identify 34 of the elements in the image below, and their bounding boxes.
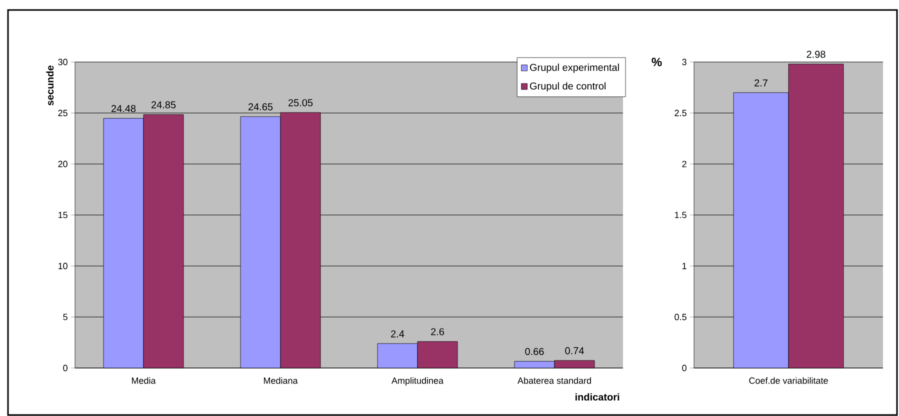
legend-label: Grupul experimental <box>530 64 619 73</box>
data-label: 2.4 <box>391 330 404 338</box>
y-tick-label: 1 <box>682 262 686 270</box>
x-tick-label: Mediana <box>264 377 298 384</box>
data-label: 25.05 <box>288 99 313 106</box>
y-axis-title: % <box>652 58 662 66</box>
y-tick-label: 10 <box>58 262 68 270</box>
data-label: 0.74 <box>565 347 584 354</box>
y-tick-label: 30 <box>58 58 68 66</box>
y-tick-label: 0 <box>63 364 68 372</box>
y-tick-label: 3 <box>682 58 686 66</box>
data-label: 2.6 <box>431 328 444 336</box>
x-tick-label: Abaterea standard <box>517 377 591 384</box>
data-label: 24.65 <box>248 103 273 110</box>
y-tick-label: 5 <box>63 314 68 320</box>
legend-label: Grupul de control <box>530 82 606 92</box>
x-axis-title: indicatori <box>576 393 620 401</box>
y-tick-label: 2.5 <box>674 110 686 116</box>
y-tick-label: 1.5 <box>674 212 686 218</box>
y-tick-label: 25 <box>58 110 68 116</box>
y-tick-label: 0 <box>682 364 686 372</box>
x-tick-label: Coef.de variabilitate <box>749 377 828 384</box>
data-label: 2.98 <box>806 50 826 58</box>
y-axis-title: secunde <box>46 66 54 106</box>
x-tick-label: Media <box>132 377 156 384</box>
y-tick-label: 20 <box>58 160 68 168</box>
data-label: 2.7 <box>754 79 768 86</box>
data-label: 0.66 <box>525 348 544 356</box>
y-tick-label: 0.5 <box>674 314 686 320</box>
y-tick-label: 2 <box>682 160 686 168</box>
data-label: 24.85 <box>151 101 176 108</box>
y-tick-label: 15 <box>58 212 68 218</box>
data-label: 24.48 <box>111 105 136 112</box>
x-tick-label: Amplitudinea <box>392 377 444 386</box>
